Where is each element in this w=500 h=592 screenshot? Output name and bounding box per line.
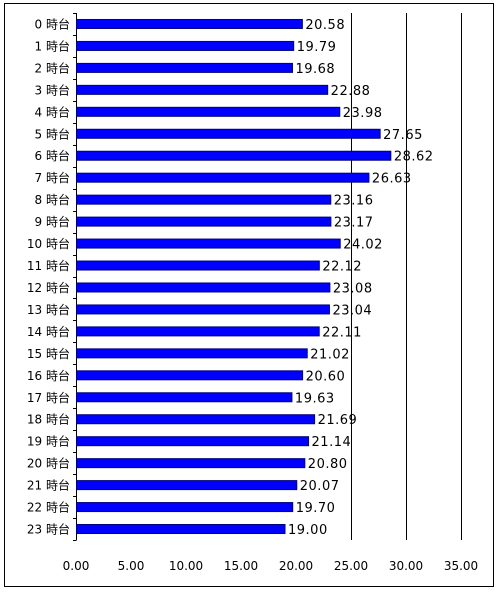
data-label: 21.02 [310,347,350,362]
chart-frame: 0 時台 20.58 1 時台 19.79 2 時台 19.68 3 時台 22.88 4 時台… [4,3,494,587]
data-label: 24.02 [343,238,383,253]
x-tick-label: 20.00 [279,559,313,573]
bar [76,304,330,315]
x-tick-label: 10.00 [169,559,203,573]
category-label: 15 時台 [27,346,70,361]
category-label: 10 時台 [27,236,70,251]
category-label: 17 時台 [27,390,70,405]
bar [76,128,381,139]
category-label: 6 時台 [35,148,70,163]
bar [76,194,332,205]
category-label: 0 時台 [35,16,70,31]
bar [76,84,329,95]
category-label: 23 時台 [27,522,70,537]
category-label: 9 時台 [35,214,70,229]
data-label: 22.12 [322,260,362,275]
data-label: 19.63 [295,391,335,406]
data-label: 20.80 [308,457,348,472]
data-label: 19.79 [297,40,337,55]
bar [76,260,320,271]
bar [76,436,310,447]
bar [76,480,298,491]
bar [76,524,286,535]
data-label: 22.11 [322,325,362,340]
category-label: 1 時台 [35,38,70,53]
category-label: 16 時台 [27,368,70,383]
bar [76,458,306,469]
x-tick-label: 15.00 [224,559,258,573]
category-label: 13 時台 [27,302,70,317]
category-label: 14 時台 [27,324,70,339]
category-label: 11 時台 [27,258,70,273]
bar [76,414,316,425]
category-label: 21 時台 [27,478,70,493]
data-label: 23.98 [343,106,383,121]
bar [76,238,341,249]
x-tick-label: 0.00 [63,559,90,573]
category-label: 22 時台 [27,500,70,515]
bar [76,18,303,29]
data-label: 27.65 [383,128,423,143]
bar [76,370,304,381]
category-label: 5 時台 [35,126,70,141]
bar-chart: 0 時台 20.58 1 時台 19.79 2 時台 19.68 3 時台 22.88 4 時台… [27,13,478,573]
data-label: 23.08 [333,281,373,296]
category-label: 12 時台 [27,280,70,295]
bar [76,282,331,293]
x-tick-label: 35.00 [444,559,478,573]
data-label: 19.68 [295,62,335,77]
bar [76,216,332,227]
category-label: 19 時台 [27,434,70,449]
bar [76,392,293,403]
data-label: 22.88 [331,84,371,99]
data-label: 28.62 [394,150,434,165]
bar [76,172,370,183]
x-tick-label: 5.00 [118,559,145,573]
bar [76,150,392,161]
data-label: 19.70 [296,501,336,516]
data-label: 19.00 [288,523,328,538]
category-label: 2 時台 [35,60,70,75]
bar [76,62,293,73]
bar [76,326,320,337]
bar [76,40,295,51]
data-label: 23.04 [332,303,372,318]
category-label: 8 時台 [35,192,70,207]
x-tick-label: 25.00 [334,559,368,573]
bar [76,502,294,513]
category-label: 3 時台 [35,82,70,97]
data-label: 20.60 [306,369,346,384]
data-label: 26.63 [372,172,412,187]
bar [76,348,308,359]
bar [76,106,341,117]
data-label: 21.14 [312,435,352,450]
category-label: 4 時台 [35,104,70,119]
category-label: 7 時台 [35,170,70,185]
data-label: 23.17 [334,216,374,231]
category-label: 18 時台 [27,412,70,427]
data-label: 20.58 [305,18,345,33]
data-label: 21.69 [318,413,358,428]
x-tick-label: 30.00 [389,559,423,573]
data-label: 23.16 [334,194,374,209]
category-label: 20 時台 [27,456,70,471]
data-label: 20.07 [300,479,340,494]
